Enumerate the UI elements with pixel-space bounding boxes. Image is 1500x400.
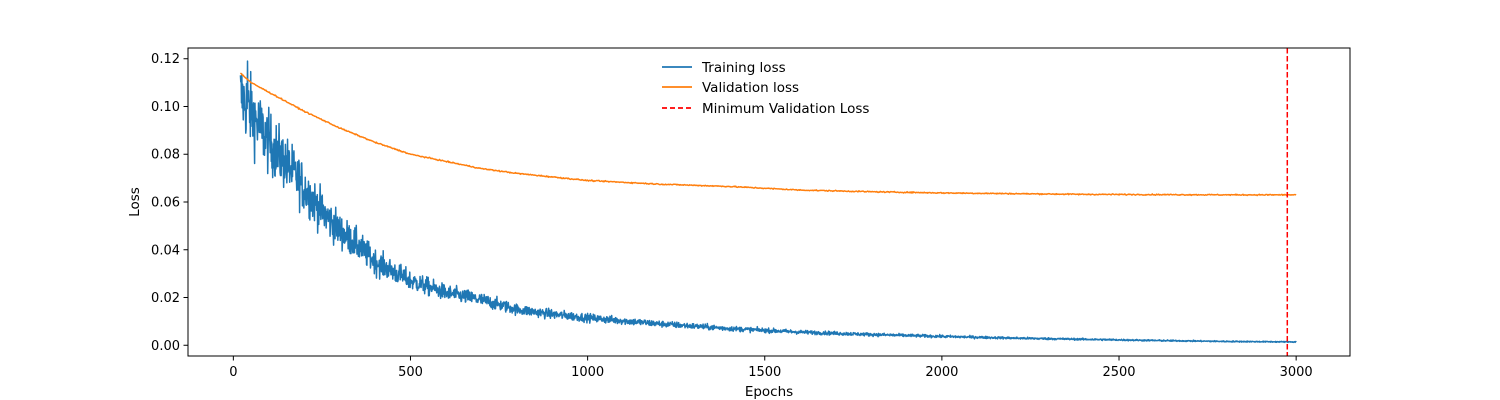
x-axis-label: Epochs	[745, 384, 793, 400]
y-tick-label: 0.06	[151, 196, 180, 211]
validation-loss-line	[239, 72, 1297, 197]
training-loss-line	[239, 60, 1297, 344]
x-tick-label: 2000	[925, 365, 958, 380]
y-tick-label: 0.12	[151, 52, 180, 67]
x-tick-label: 3000	[1280, 365, 1313, 380]
y-axis-label: Loss	[127, 187, 143, 217]
y-tick-label: 0.08	[151, 148, 180, 163]
x-tick-label: 0	[229, 365, 237, 380]
y-tick-label: 0.10	[151, 100, 180, 115]
legend-label-minimum-validation-loss: Minimum Validation Loss	[702, 101, 869, 117]
y-tick-label: 0.04	[151, 243, 180, 258]
axes: 0 500 1000 1500 2000 2500 3000 0.00 0.02 0.04 0.06…	[151, 47, 1351, 380]
x-tick-label: 1000	[571, 365, 604, 380]
x-tick-label: 500	[398, 365, 423, 380]
legend-label-training-loss: Training loss	[701, 60, 786, 76]
legend: Training loss Validation loss Minimum Va…	[662, 60, 869, 117]
y-tick-label: 0.02	[151, 291, 180, 306]
legend-label-validation-loss: Validation loss	[702, 80, 799, 96]
x-tick-label: 1500	[748, 365, 781, 380]
plot-content	[239, 48, 1297, 356]
x-tick-label: 2500	[1102, 365, 1135, 380]
y-tick-label: 0.00	[151, 339, 180, 354]
